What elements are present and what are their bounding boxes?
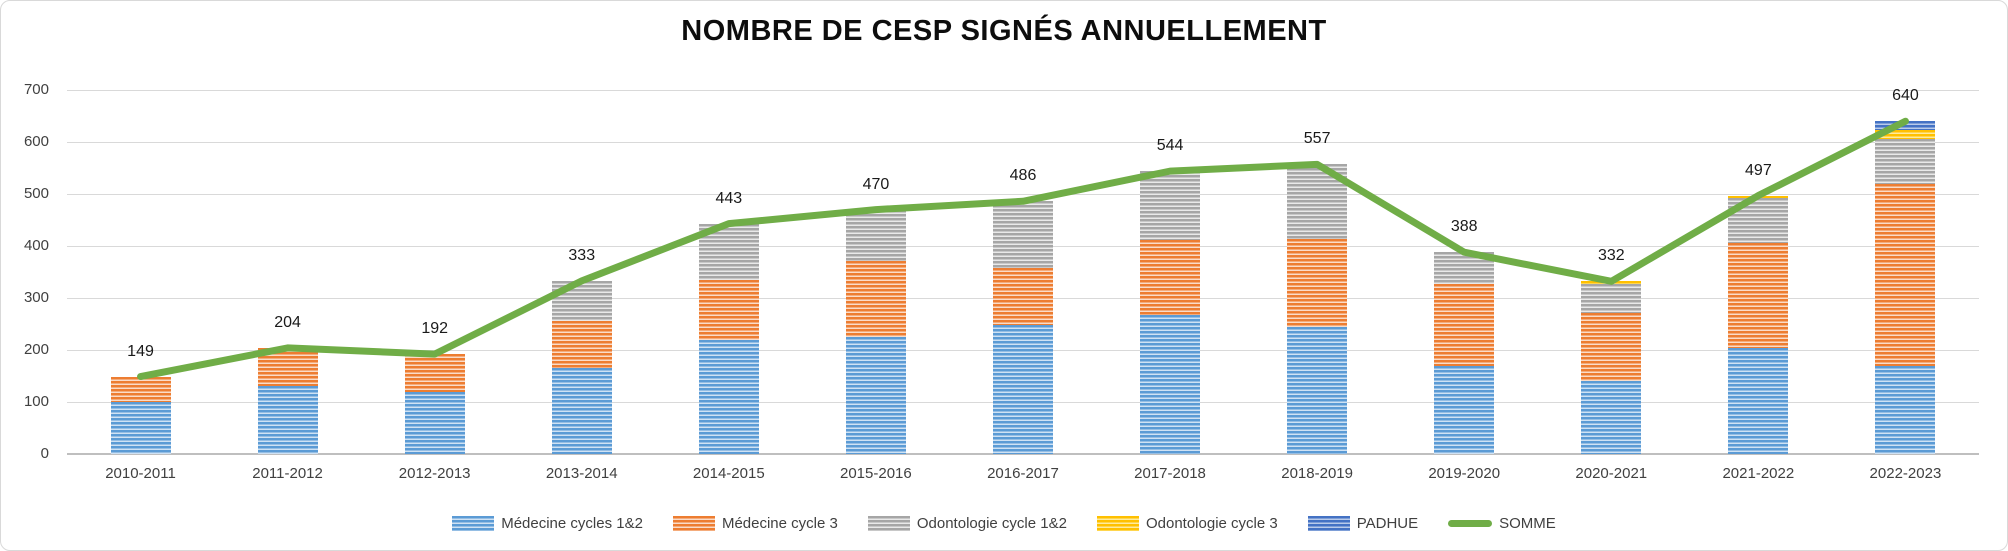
legend-swatch-icon: [1096, 516, 1139, 531]
legend-swatch-icon: [672, 516, 715, 531]
bar-segment-odontologie-cycle-1-2[interactable]: [1728, 197, 1789, 244]
bar-segment-m-decine-cycle-3[interactable]: [1434, 284, 1495, 366]
bar-segment-odontologie-cycle-3[interactable]: [1728, 195, 1789, 198]
bar-segment-padhue[interactable]: [1875, 121, 1936, 131]
data-label: 332: [1597, 247, 1625, 265]
legend-item-padhue[interactable]: PADHUE: [1307, 515, 1419, 532]
bar-segment-m-decine-cycle-3[interactable]: [257, 347, 318, 387]
data-label: 192: [421, 320, 449, 338]
y-axis-tick-label: 100: [23, 393, 49, 410]
bar-segment-m-decine-cycles-1-2[interactable]: [257, 386, 318, 454]
x-axis-label: 2012-2013: [398, 465, 471, 482]
gridline: [67, 194, 1979, 195]
bar-segment-m-decine-cycle-3[interactable]: [845, 261, 906, 337]
bar-segment-m-decine-cycle-3[interactable]: [993, 267, 1053, 326]
x-axis-label: 2018-2019: [1281, 465, 1353, 482]
legend-item-odontologie-cycle-1-2[interactable]: Odontologie cycle 1&2: [867, 515, 1067, 532]
bar-segment-m-decine-cycle-3[interactable]: [698, 279, 759, 340]
gridline: [67, 90, 1979, 91]
bar-segment-m-decine-cycles-1-2[interactable]: [551, 368, 612, 454]
x-axis-label: 2014-2015: [692, 465, 765, 482]
bar-segment-m-decine-cycle-3[interactable]: [1728, 243, 1789, 349]
legend-label: Odontologie cycle 3: [1145, 515, 1278, 532]
legend: Médecine cycles 1&2 Médecine cycle 3 Odont…: [1, 515, 2007, 532]
data-label: 149: [127, 342, 154, 360]
data-label: 497: [1745, 161, 1772, 179]
bar-segment-m-decine-cycle-3[interactable]: [1581, 313, 1642, 381]
x-axis-label: 2021-2022: [1722, 465, 1795, 482]
x-axis-label: 2017-2018: [1134, 465, 1206, 482]
bar-segment-m-decine-cycles-1-2[interactable]: [1875, 365, 1936, 454]
data-label: 388: [1450, 218, 1478, 236]
bar-segment-odontologie-cycle-1-2[interactable]: [1581, 283, 1642, 314]
bar-segment-m-decine-cycles-1-2[interactable]: [993, 325, 1053, 454]
legend-item-m-decine-cycles-1-2[interactable]: Médecine cycles 1&2: [452, 515, 643, 532]
y-axis-tick-label: 700: [23, 81, 49, 98]
legend-item-odontologie-cycle-3[interactable]: Odontologie cycle 3: [1096, 515, 1278, 532]
y-axis-tick-label: 600: [23, 133, 49, 150]
legend-line-icon: [1448, 520, 1493, 527]
x-axis-label: 2019-2020: [1428, 465, 1501, 482]
bar-segment-odontologie-cycle-1-2[interactable]: [1140, 171, 1201, 241]
y-axis-tick-label: 200: [23, 341, 49, 358]
data-label: 640: [1892, 87, 1919, 105]
x-axis-label: 2015-2016: [840, 465, 912, 482]
data-label: 557: [1303, 130, 1331, 148]
bar-segment-m-decine-cycles-1-2[interactable]: [698, 339, 759, 454]
bar-segment-m-decine-cycles-1-2[interactable]: [1728, 348, 1789, 454]
bar-segment-m-decine-cycle-3[interactable]: [1875, 183, 1936, 366]
y-axis-tick-label: 300: [23, 289, 49, 306]
bar-segment-odontologie-cycle-1-2[interactable]: [1434, 252, 1495, 285]
data-label: 204: [274, 313, 301, 331]
bar-segment-odontologie-cycle-1-2[interactable]: [1287, 164, 1348, 240]
x-axis-label: 2011-2012: [252, 465, 323, 482]
bar-segment-odontologie-cycle-1-2[interactable]: [993, 201, 1053, 268]
data-label: 443: [715, 189, 743, 207]
bar-segment-m-decine-cycles-1-2[interactable]: [1140, 314, 1201, 454]
legend-label: PADHUE: [1356, 515, 1419, 532]
bar-segment-odontologie-cycle-1-2[interactable]: [845, 209, 906, 262]
legend-label: Médecine cycles 1&2: [501, 515, 643, 532]
data-label: 544: [1156, 137, 1184, 155]
legend-label: Odontologie cycle 1&2: [916, 515, 1067, 532]
bar-segment-m-decine-cycle-3[interactable]: [551, 321, 612, 369]
y-axis-tick-label: 500: [23, 185, 49, 202]
bar-segment-odontologie-cycle-3[interactable]: [1875, 130, 1936, 140]
bar-segment-m-decine-cycles-1-2[interactable]: [1581, 380, 1642, 454]
legend-item-somme[interactable]: SOMME: [1448, 515, 1556, 532]
data-label: 486: [1009, 167, 1037, 185]
bar-segment-m-decine-cycles-1-2[interactable]: [845, 337, 906, 454]
bar-segment-odontologie-cycle-1-2[interactable]: [551, 280, 612, 322]
legend-swatch-icon: [867, 516, 910, 531]
bar-segment-m-decine-cycle-3[interactable]: [404, 354, 465, 392]
bar-segment-m-decine-cycle-3[interactable]: [110, 376, 171, 402]
legend-swatch-icon: [1307, 516, 1350, 531]
legend-item-m-decine-cycle-3[interactable]: Médecine cycle 3: [672, 515, 838, 532]
bar-segment-m-decine-cycles-1-2[interactable]: [110, 402, 171, 454]
bar-segment-m-decine-cycles-1-2[interactable]: [1287, 326, 1348, 454]
legend-label: Médecine cycle 3: [721, 515, 838, 532]
gridline: [67, 142, 1979, 143]
bar-segment-m-decine-cycle-3[interactable]: [1140, 240, 1201, 315]
data-label: 333: [568, 246, 596, 264]
data-label: 470: [862, 175, 890, 193]
bar-segment-odontologie-cycle-1-2[interactable]: [1875, 139, 1936, 184]
x-axis-label: 2013-2014: [545, 465, 618, 482]
bar-segment-odontologie-cycle-3[interactable]: [1581, 281, 1642, 284]
bar-segment-m-decine-cycle-3[interactable]: [1287, 239, 1348, 327]
bar-segment-m-decine-cycles-1-2[interactable]: [1434, 365, 1495, 454]
legend-swatch-icon: [452, 516, 495, 531]
x-axis-label: 2020-2021: [1575, 465, 1648, 482]
legend-label: SOMME: [1499, 515, 1556, 532]
y-axis-tick-label: 400: [23, 237, 49, 254]
y-axis-tick-label: 0: [40, 445, 49, 462]
chart-title: NOMBRE DE CESP SIGNÉS ANNUELLEMENT: [681, 15, 1327, 47]
bar-segment-odontologie-cycle-1-2[interactable]: [698, 223, 759, 280]
x-axis-label: 2016-2017: [987, 465, 1059, 482]
bar-segment-m-decine-cycles-1-2[interactable]: [404, 391, 465, 454]
x-axis-label: 2010-2011: [105, 465, 176, 482]
x-axis-label: 2022-2023: [1869, 465, 1942, 482]
gridline: [67, 453, 1979, 455]
